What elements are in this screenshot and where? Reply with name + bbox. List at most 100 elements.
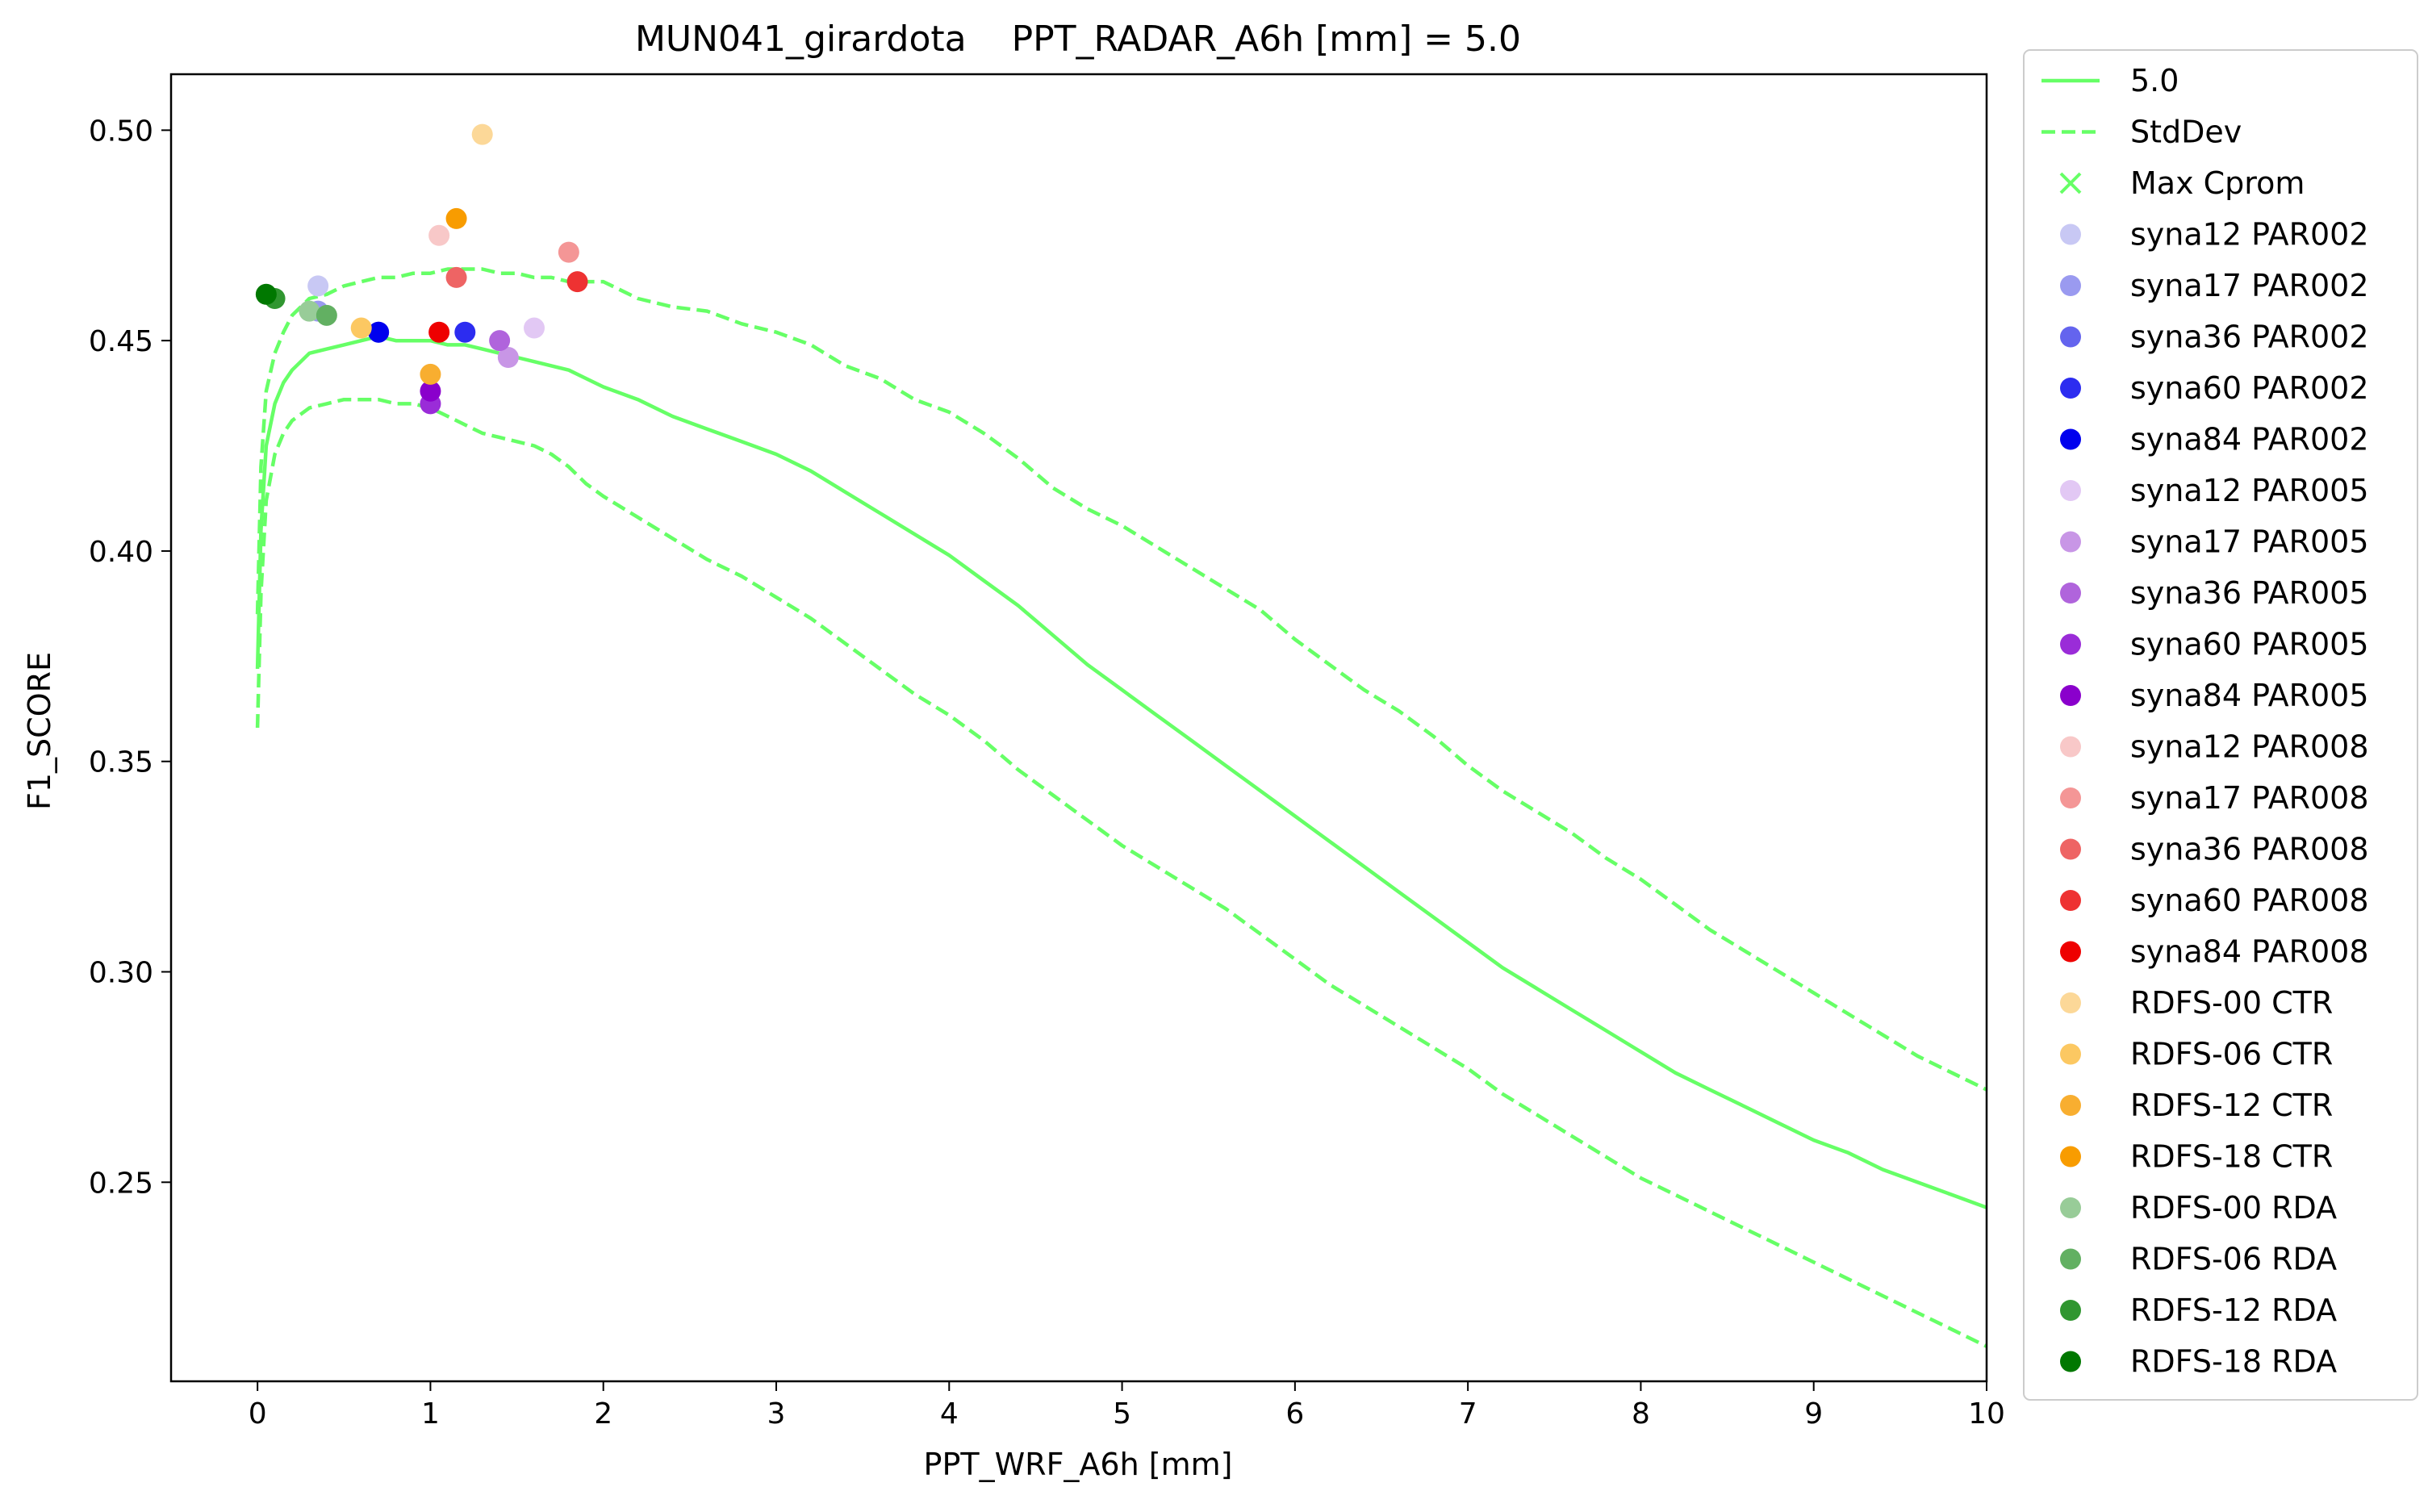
scatter-point — [489, 330, 511, 352]
x-tick-label: 5 — [1113, 1397, 1131, 1431]
y-tick-label: 0.45 — [89, 325, 153, 358]
y-tick-label: 0.30 — [89, 957, 153, 990]
legend-label: StdDev — [2130, 115, 2242, 150]
legend-item: RDFS-12 CTR — [2060, 1088, 2333, 1123]
legend-label: 5.0 — [2130, 63, 2179, 98]
legend-dot — [2060, 531, 2081, 553]
x-tick-label: 1 — [421, 1397, 440, 1431]
legend-dot — [2060, 1248, 2081, 1270]
data-layer — [255, 123, 1987, 1348]
legend-item: RDFS-18 RDA — [2060, 1344, 2337, 1380]
legend-dot — [2060, 685, 2081, 706]
legend-item: syna17 PAR008 — [2060, 780, 2369, 816]
y-tick-label: 0.50 — [89, 115, 153, 148]
legend-dot — [2060, 992, 2081, 1013]
scatter-point — [524, 317, 545, 339]
legend-dot — [2060, 428, 2081, 450]
axes-frame — [169, 73, 1988, 1383]
legend-item: syna36 PAR008 — [2060, 832, 2369, 867]
scatter-point — [420, 380, 441, 402]
legend-label: syna60 PAR008 — [2130, 883, 2369, 918]
legend-x-marker — [2059, 172, 2082, 194]
scatter-point — [497, 347, 519, 369]
chart-title: MUN041_girardota PPT_RADAR_A6h [mm] = 5.… — [635, 19, 1521, 60]
legend-label: RDFS-18 CTR — [2130, 1139, 2333, 1175]
scatter-point — [307, 275, 329, 297]
scatter-point — [558, 241, 579, 263]
scatter-point — [471, 123, 493, 145]
legend-label: syna17 PAR002 — [2130, 268, 2369, 303]
legend-dot — [2060, 736, 2081, 758]
legend-item: RDFS-18 CTR — [2060, 1139, 2333, 1175]
legend-item: 5.0 — [2041, 63, 2179, 98]
legend-item: syna60 PAR008 — [2060, 883, 2369, 918]
legend-item: syna84 PAR005 — [2060, 678, 2369, 713]
legend-item: RDFS-00 CTR — [2060, 985, 2333, 1021]
scatter-point — [255, 283, 277, 305]
legend-label: syna36 PAR008 — [2130, 832, 2369, 867]
scatter-point — [368, 321, 390, 343]
scatter-point — [428, 321, 450, 343]
x-tick-label: 3 — [767, 1397, 786, 1431]
legend-item: syna36 PAR002 — [2060, 320, 2369, 355]
legend-item: RDFS-00 RDA — [2060, 1190, 2337, 1226]
x-tick-label: 4 — [940, 1397, 959, 1431]
mean-line — [255, 334, 1987, 1209]
x-tick-label: 9 — [1804, 1397, 1823, 1431]
x-axis-label: PPT_WRF_A6h [mm] — [924, 1447, 1233, 1482]
legend-item: RDFS-12 RDA — [2060, 1293, 2337, 1328]
legend-dot — [2060, 326, 2081, 348]
legend-dot — [2060, 480, 2081, 501]
x-tick-label: 2 — [594, 1397, 612, 1431]
legend-label: syna84 PAR008 — [2130, 934, 2369, 970]
x-tick-label: 0 — [249, 1397, 267, 1431]
legend-item: syna12 PAR005 — [2060, 473, 2369, 508]
scatter-point — [350, 317, 372, 339]
y-tick-label: 0.40 — [89, 536, 153, 569]
x-tick-label: 10 — [1968, 1397, 2005, 1431]
legend-dot — [2060, 1351, 2081, 1372]
legend-dot — [2060, 378, 2081, 399]
scatter-point — [428, 224, 450, 246]
legend-dot — [2060, 941, 2081, 963]
legend-box — [2023, 49, 2418, 1401]
legend-label: Max Cprom — [2130, 165, 2305, 201]
legend-item: syna60 PAR005 — [2060, 627, 2369, 662]
scatter-point — [445, 207, 467, 229]
legend-dot — [2060, 838, 2081, 860]
legend-dot — [2060, 1043, 2081, 1065]
legend-dot — [2060, 633, 2081, 655]
plot-area: 0 1 2 3 4 5 6 7 8 9 10 0.25 0.30 0.35 0.40 0.45 0.50 — [89, 73, 2005, 1431]
legend-label: syna36 PAR002 — [2130, 320, 2369, 355]
legend-item: Max Cprom — [2059, 165, 2305, 201]
legend-item: StdDev — [2041, 115, 2242, 150]
legend-item: syna60 PAR002 — [2060, 370, 2369, 406]
legend-item: syna36 PAR005 — [2060, 575, 2369, 611]
y-tick-label: 0.35 — [89, 746, 153, 779]
legend-label: syna84 PAR005 — [2130, 678, 2369, 713]
scatter-point — [420, 363, 441, 385]
x-tick-label: 7 — [1459, 1397, 1477, 1431]
legend-dot — [2060, 223, 2081, 245]
legend-item: syna12 PAR008 — [2060, 729, 2369, 765]
legend-item: syna84 PAR002 — [2060, 422, 2369, 457]
x-tick-label: 8 — [1632, 1397, 1650, 1431]
y-tick-label: 0.25 — [89, 1167, 153, 1200]
legend-item: syna17 PAR005 — [2060, 524, 2369, 560]
legend-label: syna17 PAR005 — [2130, 524, 2369, 560]
legend-dot — [2060, 583, 2081, 604]
legend-item: syna12 PAR002 — [2060, 217, 2369, 253]
legend-label: RDFS-00 CTR — [2130, 985, 2333, 1021]
legend-dot — [2060, 275, 2081, 296]
scatter-point — [454, 321, 476, 343]
legend-label: syna60 PAR005 — [2130, 627, 2369, 662]
legend-dot — [2060, 787, 2081, 808]
legend-label: syna60 PAR002 — [2130, 370, 2369, 406]
x-tick-label: 6 — [1285, 1397, 1304, 1431]
y-axis-label: F1_SCORE — [22, 652, 57, 810]
legend-label: RDFS-06 RDA — [2130, 1242, 2337, 1277]
legend-label: RDFS-18 RDA — [2130, 1344, 2337, 1380]
stddev-line — [255, 267, 1987, 1092]
legend-label: RDFS-00 RDA — [2130, 1190, 2337, 1226]
legend-dot — [2060, 1197, 2081, 1218]
